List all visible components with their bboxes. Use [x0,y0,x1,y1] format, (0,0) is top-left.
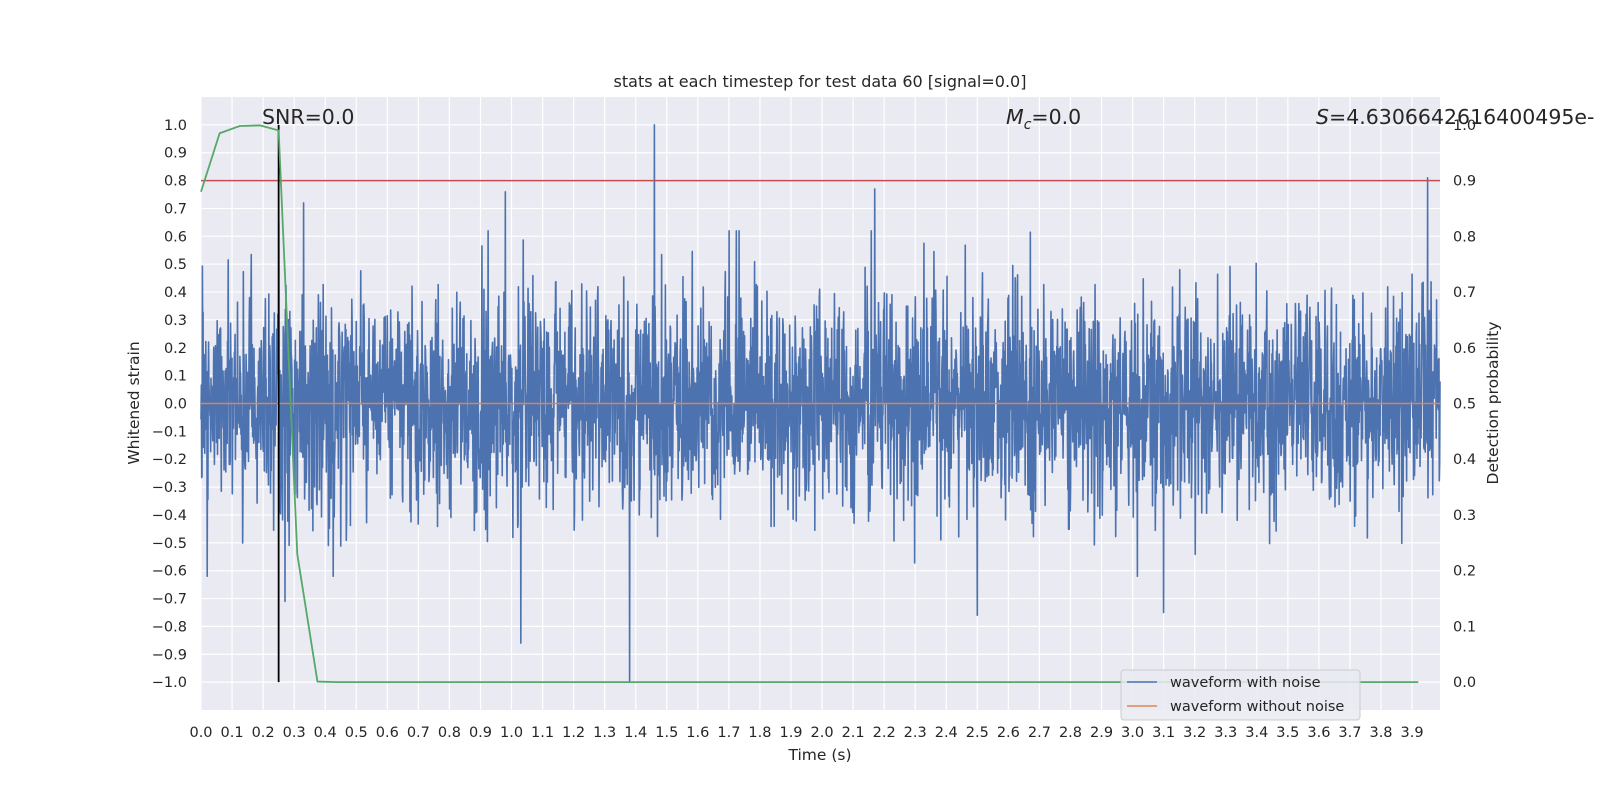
x-tick-label: 1.2 [562,725,585,741]
y-tick-label: 0.2 [164,341,187,357]
y-tick-label: −0.7 [152,592,187,608]
y-axis-right: 1.0 0.9 0.8 0.7 0.6 0.5 0.4 0.3 0.2 0.1 0.0 [1453,118,1476,691]
x-tick-label: 2.0 [811,725,834,741]
x-tick-label: 1.3 [593,725,616,741]
x-tick-label: 2.6 [997,725,1020,741]
chirp-mass-annotation: Mc=0.0 [1006,105,1081,133]
y-right-tick-label: 0.8 [1453,229,1476,245]
x-tick-label: 1.0 [500,725,523,741]
y-right-tick-label: 0.3 [1453,508,1476,524]
y-tick-label: −0.5 [152,536,187,552]
x-tick-label: 3.0 [1121,725,1144,741]
x-tick-label: 0.6 [376,725,399,741]
y-right-tick-label: 0.0 [1453,675,1476,691]
x-tick-label: 3.3 [1214,725,1237,741]
x-tick-label: 0.5 [345,725,368,741]
y-tick-label: 0.8 [164,174,187,190]
y-tick-label: 0.4 [164,285,187,301]
x-tick-label: 1.8 [748,725,771,741]
x-tick-label: 1.4 [624,725,647,741]
y-axis-label: Whitened strain [125,341,143,464]
x-tick-label: 2.2 [873,725,896,741]
y-tick-label: −0.8 [152,619,187,635]
noise-waveform-line [200,124,1441,683]
x-tick-label: 1.7 [717,725,740,741]
y-tick-label: 0.3 [164,313,187,329]
plot-area [200,124,1441,684]
x-tick-label: 2.7 [1028,725,1051,741]
x-tick-label: 1.1 [531,725,554,741]
y-right-tick-label: 0.1 [1453,619,1476,635]
x-axis-label: Time (s) [787,746,851,764]
x-tick-label: 2.4 [935,725,958,741]
x-tick-label: 0.7 [407,725,430,741]
x-tick-label: 0.8 [438,725,461,741]
x-tick-label: 1.9 [779,725,802,741]
x-tick-label: 2.8 [1059,725,1082,741]
x-tick-label: 3.9 [1401,725,1424,741]
y-tick-label: 1.0 [164,118,187,134]
y-tick-label: 0.6 [164,229,187,245]
y-tick-label: 0.1 [164,369,187,385]
x-tick-label: 2.3 [904,725,927,741]
x-tick-label: 3.4 [1245,725,1268,741]
y-tick-label: 0.7 [164,201,187,217]
y-tick-label: 0.5 [164,257,187,273]
y-right-tick-label: 0.2 [1453,564,1476,580]
x-axis: 0.0 0.1 0.2 0.3 0.4 0.5 0.6 0.7 0.8 0.9 1.0 1.1 1.2 1… [189,725,1423,741]
legend-label-noise: waveform with noise [1170,675,1321,691]
y-tick-label: 0.0 [164,397,187,413]
legend-label-clean: waveform without noise [1170,699,1344,715]
x-tick-label: 0.0 [189,725,212,741]
detection-probability-line [200,124,1419,684]
y-right-tick-label: 0.5 [1453,397,1476,413]
x-tick-label: 3.6 [1307,725,1330,741]
x-tick-label: 0.4 [314,725,337,741]
y-tick-label: −0.1 [152,424,187,440]
y-tick-label: −0.3 [152,480,187,496]
y-right-tick-label: 0.6 [1453,341,1476,357]
legend-box [1120,669,1361,721]
y-axis-right-label: Detection probability [1484,322,1502,485]
y-axis-left: 1.0 0.9 0.8 0.7 0.6 0.5 0.4 0.3 0.2 0.1 0.0 −0.1 −0.… [152,118,187,691]
y-tick-label: −0.9 [152,647,187,663]
y-right-tick-label: 1.0 [1453,118,1476,134]
x-tick-label: 2.5 [966,725,989,741]
snr-annotation: SNR=0.0 [262,105,354,129]
x-tick-label: 0.3 [283,725,306,741]
x-tick-label: 0.9 [469,725,492,741]
x-tick-label: 1.5 [655,725,678,741]
y-tick-label: 0.9 [164,146,187,162]
x-tick-label: 0.2 [252,725,275,741]
y-tick-label: −1.0 [152,675,187,691]
x-tick-label: 2.9 [1090,725,1113,741]
y-tick-label: −0.2 [152,452,187,468]
x-tick-label: 3.7 [1338,725,1361,741]
legend: waveform with noise waveform without noi… [1120,669,1361,721]
x-tick-label: 0.1 [221,725,244,741]
x-tick-label: 2.1 [842,725,865,741]
y-tick-label: −0.6 [152,564,187,580]
x-tick-label: 1.6 [686,725,709,741]
y-right-tick-label: 0.4 [1453,452,1476,468]
y-tick-label: −0.4 [152,508,187,524]
y-right-tick-label: 0.9 [1453,174,1476,190]
x-tick-label: 3.8 [1369,725,1392,741]
x-tick-label: 3.1 [1152,725,1175,741]
x-tick-label: 3.5 [1276,725,1299,741]
y-right-tick-label: 0.7 [1453,285,1476,301]
x-tick-label: 3.2 [1183,725,1206,741]
s-annotation: S=4.630664261640049​5e- [1316,105,1594,129]
chart-title: stats at each timestep for test data 60 … [614,72,1027,91]
